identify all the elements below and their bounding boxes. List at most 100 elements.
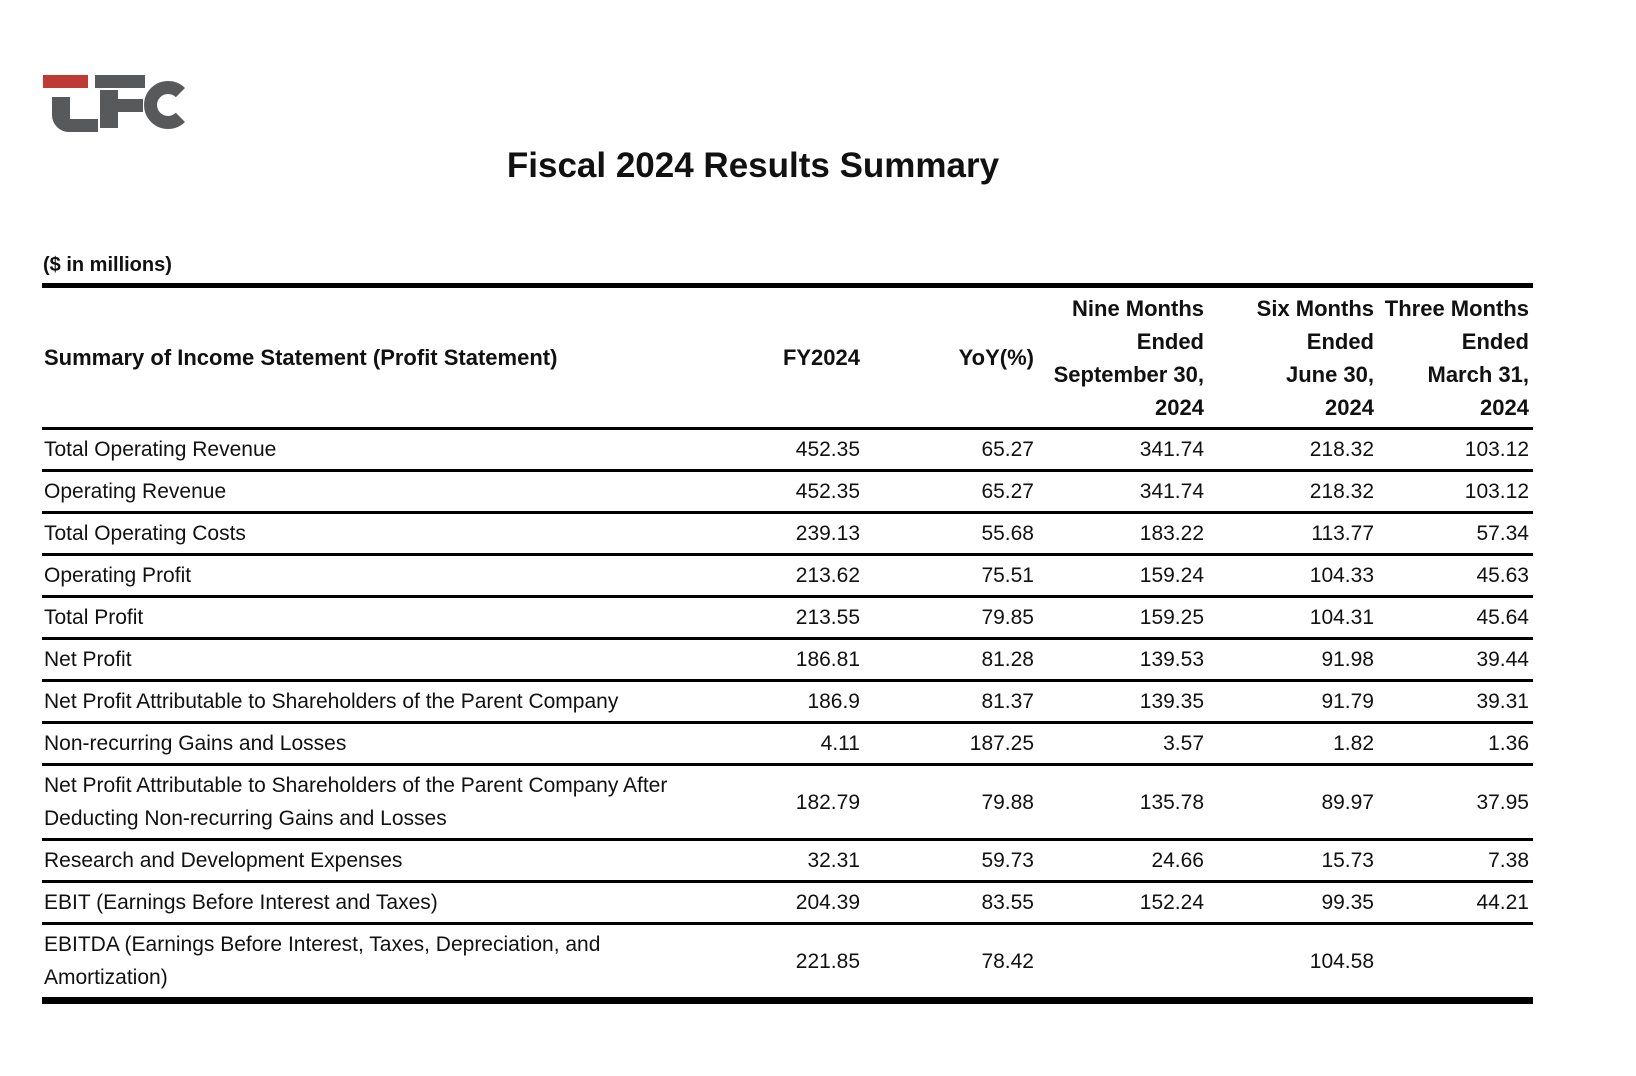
column-header: Six Months Ended June 30, 2024 [1204, 285, 1374, 430]
column-header: Nine Months Ended September 30, 2024 [1034, 285, 1204, 430]
row-label: EBIT (Earnings Before Interest and Taxes… [42, 881, 704, 925]
row-label: Net Profit Attributable to Shareholders … [42, 680, 704, 724]
cell-value: 341.74 [1034, 428, 1204, 472]
page-title: Fiscal 2024 Results Summary [506, 146, 1000, 185]
cell-value: 104.31 [1204, 596, 1374, 640]
cell-value: 221.85 [704, 923, 860, 1002]
cell-value: 239.13 [704, 512, 860, 556]
cell-value [1034, 923, 1204, 1002]
cell-value: 79.88 [860, 764, 1034, 841]
cell-value: 59.73 [860, 839, 1034, 883]
cell-value: 65.27 [860, 428, 1034, 472]
cell-value [1374, 923, 1533, 1002]
table-row: Net Profit Attributable to Shareholders … [42, 680, 1533, 724]
table-row: Total Operating Costs 239.13 55.68 183.22 11… [42, 512, 1533, 556]
column-header-line: 2024 [1155, 394, 1204, 420]
cell-value: 45.63 [1374, 554, 1533, 598]
table-row: Non-recurring Gains and Losses 4.11 187.25… [42, 722, 1533, 766]
table-row: EBITDA (Earnings Before Interest, Taxes,… [42, 923, 1533, 1002]
cell-value: 4.11 [704, 722, 860, 766]
cell-value: 57.34 [1374, 512, 1533, 556]
cell-value: 213.55 [704, 596, 860, 640]
cell-value: 1.82 [1204, 722, 1374, 766]
cell-value: 213.62 [704, 554, 860, 598]
table-row: Operating Revenue 452.35 65.27 341.74 218.32… [42, 470, 1533, 514]
cell-value: 452.35 [704, 470, 860, 514]
cell-value: 152.24 [1034, 881, 1204, 925]
column-header: Three Months Ended March 31, 2024 [1374, 285, 1533, 430]
column-header-line: Ended [1136, 328, 1204, 354]
column-header-line: Ended [1306, 328, 1374, 354]
column-header-line: Ended [1461, 328, 1529, 354]
cell-value: 91.79 [1204, 680, 1374, 724]
cell-value: 135.78 [1034, 764, 1204, 841]
row-label: Net Profit [42, 638, 704, 682]
column-header: YoY(%) [860, 285, 1034, 430]
column-header-line: 2024 [1325, 394, 1374, 420]
cell-value: 7.38 [1374, 839, 1533, 883]
row-label: Operating Profit [42, 554, 704, 598]
table-row: Operating Profit 213.62 75.51 159.24 104.33 4… [42, 554, 1533, 598]
cell-value: 39.44 [1374, 638, 1533, 682]
column-header-label: Summary of Income Statement (Profit Stat… [42, 285, 704, 430]
income-statement-table: Summary of Income Statement (Profit Stat… [42, 283, 1533, 1004]
cell-value: 24.66 [1034, 839, 1204, 883]
cell-value: 452.35 [704, 428, 860, 472]
table-row: Net Profit 186.81 81.28 139.53 91.98 39.44 [42, 638, 1533, 682]
cell-value: 103.12 [1374, 470, 1533, 514]
cell-value: 79.85 [860, 596, 1034, 640]
cell-value: 341.74 [1034, 470, 1204, 514]
table-row: Total Operating Revenue 452.35 65.27 341.74… [42, 428, 1533, 472]
cell-value: 37.95 [1374, 764, 1533, 841]
column-header-line: Nine Months [1072, 295, 1204, 321]
cell-value: 75.51 [860, 554, 1034, 598]
cell-value: 159.24 [1034, 554, 1204, 598]
cell-value: 159.25 [1034, 596, 1204, 640]
table-row: Research and Development Expenses 32.31 59… [42, 839, 1533, 883]
cell-value: 55.68 [860, 512, 1034, 556]
cell-value: 83.55 [860, 881, 1034, 925]
cell-value: 183.22 [1034, 512, 1204, 556]
column-header-line: June 30, [1285, 361, 1374, 387]
column-header-line: Six Months [1256, 295, 1374, 321]
row-label: Non-recurring Gains and Losses [42, 722, 704, 766]
cell-value: 218.32 [1204, 428, 1374, 472]
table-row: EBIT (Earnings Before Interest and Taxes… [42, 881, 1533, 925]
cell-value: 186.9 [704, 680, 860, 724]
cell-value: 89.97 [1204, 764, 1374, 841]
table-row: Net Profit Attributable to Shareholders … [42, 764, 1533, 841]
column-header-line: FY2024 [782, 345, 860, 370]
cell-value: 81.37 [860, 680, 1034, 724]
cell-value: 78.42 [860, 923, 1034, 1002]
column-header: FY2024 [704, 285, 860, 430]
column-header-line: 2024 [1480, 394, 1529, 420]
table-row: Total Profit 213.55 79.85 159.25 104.31 45.64 [42, 596, 1533, 640]
cell-value: 65.27 [860, 470, 1034, 514]
cell-value: 104.33 [1204, 554, 1374, 598]
cell-value: 186.81 [704, 638, 860, 682]
cell-value: 81.28 [860, 638, 1034, 682]
row-label: Operating Revenue [42, 470, 704, 514]
row-label: EBITDA (Earnings Before Interest, Taxes,… [42, 923, 704, 1002]
column-header-line: March 31, [1427, 361, 1530, 387]
cell-value: 39.31 [1374, 680, 1533, 724]
cell-value: 15.73 [1204, 839, 1374, 883]
cell-value: 182.79 [704, 764, 860, 841]
row-label: Research and Development Expenses [42, 839, 704, 883]
row-label: Total Operating Revenue [42, 428, 704, 472]
cell-value: 32.31 [704, 839, 860, 883]
table-header-row: Summary of Income Statement (Profit Stat… [42, 285, 1533, 430]
row-label: Total Profit [42, 596, 704, 640]
row-label: Net Profit Attributable to Shareholders … [42, 764, 704, 841]
row-label: Total Operating Costs [42, 512, 704, 556]
cell-value: 103.12 [1374, 428, 1533, 472]
column-header-line: Three Months [1384, 295, 1529, 321]
cell-value: 91.98 [1204, 638, 1374, 682]
cell-value: 104.58 [1204, 923, 1374, 1002]
cell-value: 218.32 [1204, 470, 1374, 514]
cell-value: 44.21 [1374, 881, 1533, 925]
cell-value: 1.36 [1374, 722, 1533, 766]
cell-value: 3.57 [1034, 722, 1204, 766]
column-header-line: September 30, [1053, 361, 1204, 387]
cell-value: 99.35 [1204, 881, 1374, 925]
